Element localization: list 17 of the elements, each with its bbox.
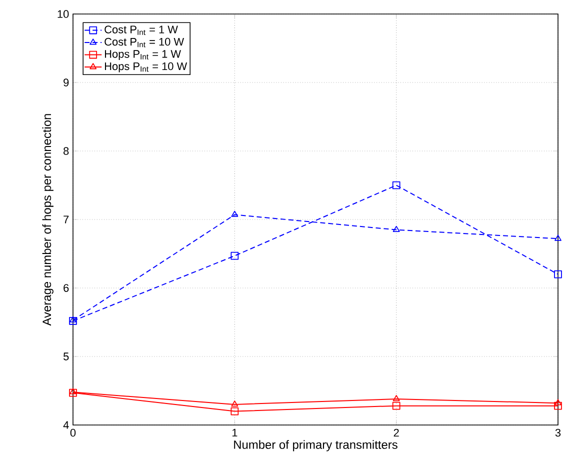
x-tick-label: 1 — [232, 428, 238, 436]
x-tick-label: 3 — [555, 428, 561, 437]
x-tick-label: 0 — [70, 428, 76, 437]
y-tick-label: 5 — [63, 352, 69, 360]
legend-label: Hops P$_{Int}$ = 1 W — [105, 50, 181, 60]
y-tick-label: 7 — [64, 216, 69, 224]
x-tick-label: 2 — [394, 428, 399, 437]
y-tick-label: 10 — [58, 10, 69, 18]
legend-label: Hops P$_{Int}$ = 10 W — [105, 62, 188, 72]
legend-label: Cost P$_{Int}$ = 1 W — [104, 26, 178, 35]
legend-label: Cost P$_{Int}$ = 10 W — [104, 38, 184, 48]
y-tick-label: 8 — [64, 147, 69, 155]
y-axis-title: Average number of hops per connection — [42, 114, 54, 326]
x-axis-title: Number of primary transmitters — [234, 440, 398, 452]
y-tick-label: 6 — [64, 284, 69, 292]
y-tick-label: 4 — [63, 421, 69, 429]
y-tick-label: 9 — [64, 78, 69, 86]
